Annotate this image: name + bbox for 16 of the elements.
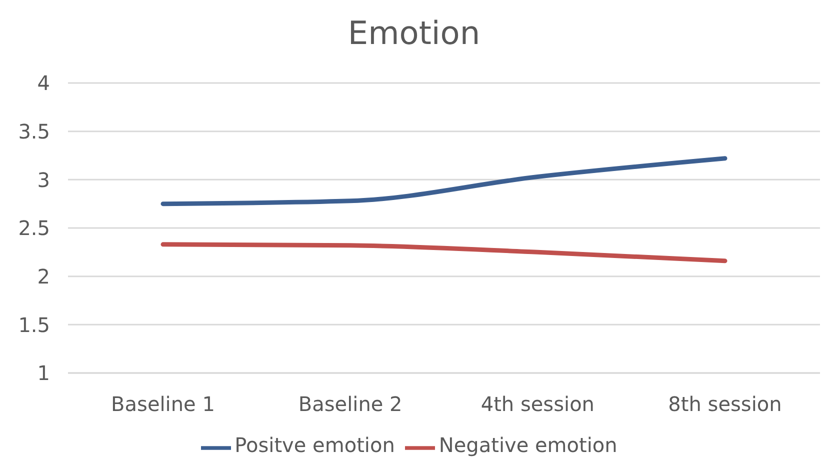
x-tick-label: 4th session [480, 392, 594, 416]
y-tick-label: 1 [37, 361, 50, 386]
y-tick-label: 2.5 [18, 216, 50, 240]
x-tick-label: Baseline 2 [298, 392, 402, 416]
legend-label: Negative emotion [438, 433, 618, 458]
x-tick-label: Baseline 1 [111, 392, 215, 416]
line-series [160, 156, 728, 206]
line-series [160, 242, 728, 264]
y-tick-label: 4 [37, 71, 50, 96]
x-tick-label: 8th session [668, 392, 782, 416]
legend-label: Positve emotion [234, 433, 395, 458]
y-tick-label: 2 [37, 264, 50, 288]
y-tick-label: 3.5 [18, 119, 50, 144]
chart-title: Emotion [346, 13, 482, 54]
y-tick-label: 3 [37, 168, 50, 192]
y-tick-label: 1.5 [18, 312, 50, 337]
